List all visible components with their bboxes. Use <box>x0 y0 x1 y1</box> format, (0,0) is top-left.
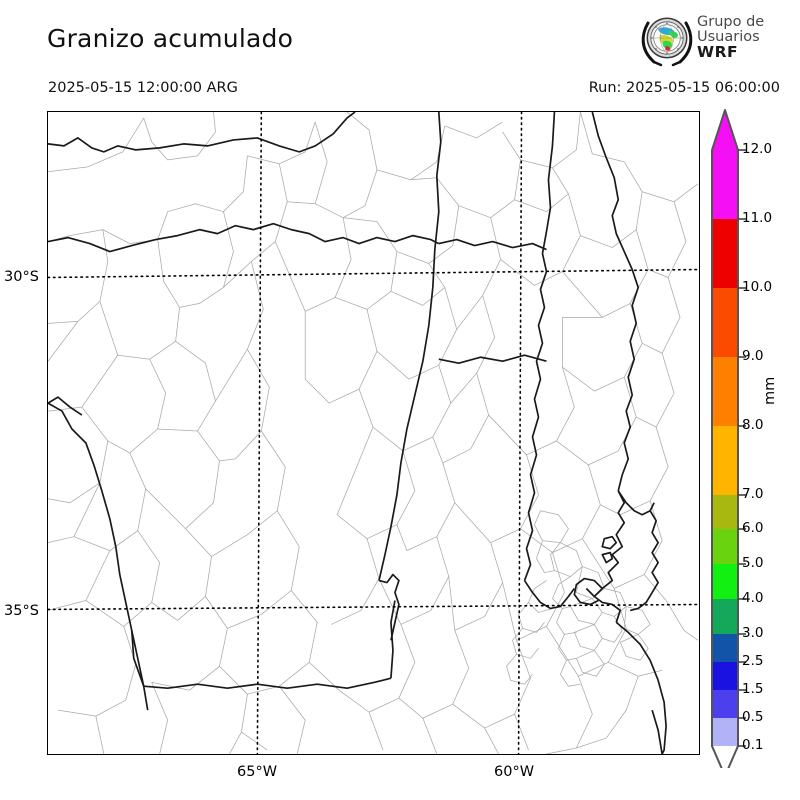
band-9-10 <box>712 288 738 357</box>
run-time-label: Run: 2025-05-15 06:00:00 <box>588 80 780 96</box>
colorbar-tick-12: 12.0 <box>742 141 773 157</box>
colorbar-bands <box>712 110 738 746</box>
valid-time-label: 2025-05-15 12:00:00 ARG <box>48 80 238 96</box>
band-3-4 <box>712 599 738 634</box>
colorbar-tick-10: 10.0 <box>742 279 773 295</box>
globe-emblem-icon <box>641 17 693 67</box>
band-0p5-1p5 <box>712 690 738 718</box>
page-title: Granizo acumulado <box>47 24 294 53</box>
band-6-7 <box>712 495 738 529</box>
logo-line-1: Grupo de <box>697 14 765 30</box>
colorbar-tick-0p5: 0.5 <box>742 709 764 725</box>
colorbar-ticks <box>738 149 746 747</box>
gridline-30s <box>48 268 699 279</box>
band-0p1-0p5 <box>712 718 738 746</box>
department-boundaries <box>48 112 699 754</box>
band-5-6 <box>712 529 738 564</box>
band-2p5-3 <box>712 634 738 662</box>
wrf-user-group-logo: Grupo de Usuarios WRF <box>640 13 792 71</box>
colorbar-tick-11: 11.0 <box>742 210 773 226</box>
map-plot-area[interactable] <box>47 111 700 755</box>
colorbar-tick-1p5: 1.5 <box>742 681 764 697</box>
colorbar[interactable]: 12.0 11.0 10.0 9.0 8.0 7.0 6.0 5.0 4.0 3… <box>700 108 800 768</box>
gridline-35s <box>48 603 699 611</box>
colorbar-tick-6: 6.0 <box>742 520 764 536</box>
graticule-gridlines <box>48 112 699 754</box>
lon-label-65w: 65°W <box>237 764 278 780</box>
logo-line-3: WRF <box>697 42 739 61</box>
colorbar-unit-label: mm <box>762 376 778 405</box>
lat-label-30s: 30°S <box>4 269 39 285</box>
band-10-11 <box>712 219 738 288</box>
band-4-5 <box>712 564 738 599</box>
province-boundaries <box>48 112 667 754</box>
band-7-8 <box>712 426 738 495</box>
colorbar-tick-4: 4.0 <box>742 590 764 606</box>
lon-label-60w: 60°W <box>494 764 535 780</box>
colorbar-over-arrow <box>712 110 738 150</box>
band-1p5-2p5 <box>712 662 738 690</box>
colorbar-graphic <box>711 109 746 768</box>
band-11-12 <box>712 150 738 219</box>
colorbar-tick-9: 9.0 <box>742 348 764 364</box>
colorbar-tick-0p1: 0.1 <box>742 737 764 753</box>
band-8-9 <box>712 357 738 426</box>
logo-line-2: Usuarios <box>697 28 760 45</box>
logo-text: Grupo de Usuarios WRF <box>697 15 764 60</box>
colorbar-tick-5: 5.0 <box>742 555 764 571</box>
gridline-60w <box>517 112 523 754</box>
colorbar-tick-3: 3.0 <box>742 625 764 641</box>
colorbar-tick-2p5: 2.5 <box>742 653 764 669</box>
map-geography <box>48 112 699 754</box>
lat-label-35s: 35°S <box>4 603 39 619</box>
colorbar-tick-8: 8.0 <box>742 417 764 433</box>
colorbar-tick-7: 7.0 <box>742 486 764 502</box>
